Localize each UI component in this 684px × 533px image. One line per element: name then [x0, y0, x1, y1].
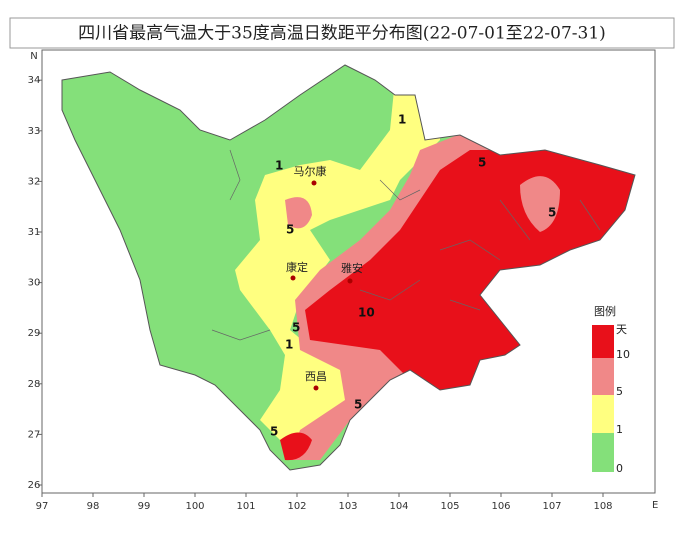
- legend-unit: 天: [616, 323, 627, 336]
- region-5b: [285, 197, 312, 229]
- x-tick-label: 108: [593, 501, 612, 512]
- x-tick-label: 97: [36, 501, 49, 512]
- title-box: [9, 17, 675, 49]
- y-tick-label: 26: [28, 480, 41, 491]
- city-label: 西昌: [305, 370, 327, 383]
- x-tick-label: 104: [389, 501, 408, 512]
- contour-label: 5: [354, 398, 362, 412]
- contour-label: 5: [478, 156, 486, 170]
- y-tick-label: 34: [28, 75, 41, 86]
- x-tick-label: 99: [138, 501, 151, 512]
- legend-swatch: [592, 325, 614, 358]
- x-tick-label: 100: [185, 501, 204, 512]
- contour-label: 1: [398, 113, 406, 127]
- contour-label: 1: [275, 159, 283, 173]
- contour-label: 5: [270, 425, 278, 439]
- city-label: 雅安: [341, 261, 363, 275]
- contour-label: 5: [548, 206, 556, 220]
- contour-label: 5: [286, 223, 294, 237]
- y-tick-label: 31: [28, 227, 41, 238]
- y-tick-label: 28: [28, 379, 41, 390]
- x-tick-label: 103: [338, 501, 357, 512]
- city-dot: [313, 385, 319, 391]
- x-tick-label: 98: [87, 501, 100, 512]
- x-tick-label: 101: [236, 501, 255, 512]
- contour-label: 1: [285, 338, 293, 352]
- legend-swatch: [592, 395, 614, 433]
- x-tick-label: 102: [287, 501, 306, 512]
- x-axis-label: E: [652, 500, 658, 511]
- city-dot: [290, 275, 296, 281]
- legend-label: 10: [616, 348, 630, 361]
- cities: 马尔康 康定 雅安 西昌: [286, 164, 363, 391]
- contour-label: 5: [292, 321, 300, 335]
- city-dot: [311, 180, 317, 186]
- y-axis-label: N: [30, 51, 37, 62]
- region-10b: [280, 432, 312, 461]
- contour-label: 10: [358, 306, 375, 320]
- contour-labels: 1 1 5 5 1 10 5 5 5 5: [270, 113, 556, 439]
- region-5c: [520, 176, 560, 232]
- x-tick-label: 106: [491, 501, 510, 512]
- y-tick-label: 32: [28, 176, 41, 187]
- y-tick-label: 30: [28, 278, 41, 289]
- legend-label: 1: [616, 423, 623, 436]
- title: 四川省最高气温大于35度高温日数距平分布图(22-07-01至22-07-31): [78, 24, 606, 44]
- legend-label: 5: [616, 385, 623, 398]
- legend-title: 图例: [594, 304, 616, 318]
- city-label: 康定: [286, 260, 308, 274]
- county-borders: [211, 149, 601, 341]
- legend-swatch: [592, 433, 614, 472]
- region-1: [235, 80, 440, 440]
- y-tick-label: 27: [28, 429, 41, 440]
- x-tick-label: 105: [440, 501, 459, 512]
- city-dot: [347, 278, 353, 284]
- legend-swatch: [592, 358, 614, 395]
- y-tick-label: 29: [28, 328, 41, 339]
- city-label: 马尔康: [294, 164, 327, 178]
- legend-label: 0: [616, 462, 623, 475]
- x-tick-label: 107: [542, 501, 561, 512]
- y-tick-label: 33: [28, 126, 41, 137]
- province-outline: [61, 64, 636, 471]
